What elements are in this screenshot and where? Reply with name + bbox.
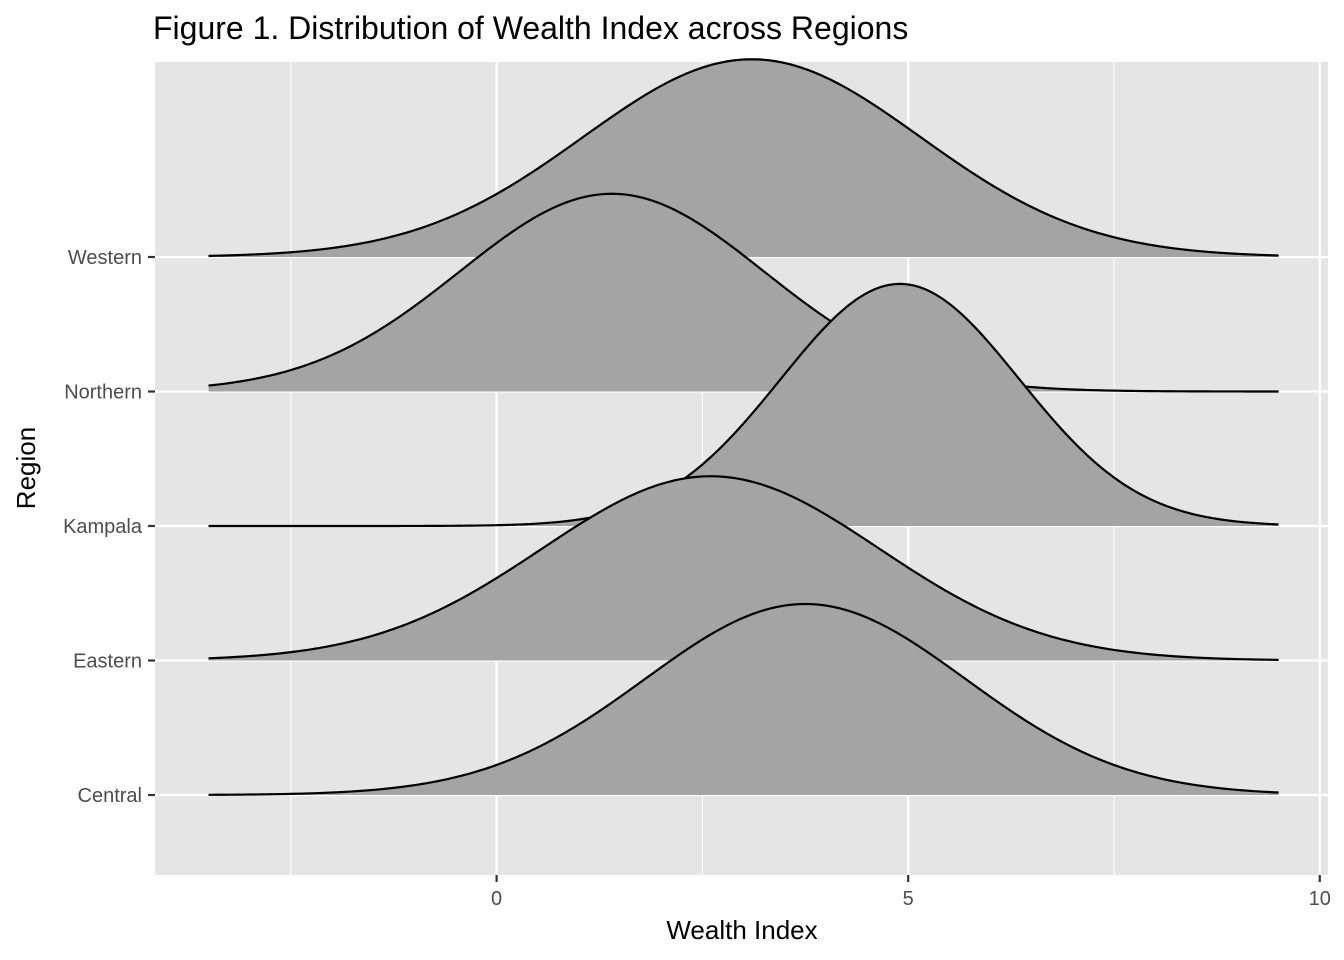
chart-title: Figure 1. Distribution of Wealth Index a… xyxy=(153,10,908,46)
ridge-area-eastern xyxy=(208,476,1279,661)
y-tick-label-eastern: Eastern xyxy=(73,651,142,673)
y-axis-title: Region xyxy=(11,427,41,509)
y-tick-label-western: Western xyxy=(68,247,142,269)
density-ridges xyxy=(208,58,1279,796)
y-axis: Central Eastern Kampala Northern Western xyxy=(63,247,155,807)
ridge-line-kampala xyxy=(208,282,1279,528)
ridge-area-northern xyxy=(208,193,1279,392)
y-tick-label-kampala: Kampala xyxy=(63,516,143,538)
ridge-line-eastern xyxy=(208,475,1279,661)
x-tick-label-2: 10 xyxy=(1309,888,1331,910)
x-axis: 0 5 10 xyxy=(491,875,1331,910)
ridge-area-central xyxy=(208,604,1279,795)
ridge-area-kampala xyxy=(208,283,1279,526)
x-tick-label-0: 0 xyxy=(491,888,502,910)
ridge-line-western xyxy=(208,58,1279,257)
x-tick-label-1: 5 xyxy=(903,888,914,910)
y-tick-label-northern: Northern xyxy=(64,382,142,404)
ridge-line-central xyxy=(208,602,1279,796)
y-tick-label-central: Central xyxy=(78,785,142,807)
x-axis-title: Wealth Index xyxy=(666,915,817,945)
ridge-line-northern xyxy=(208,192,1279,393)
ridge-area-western xyxy=(208,59,1279,257)
